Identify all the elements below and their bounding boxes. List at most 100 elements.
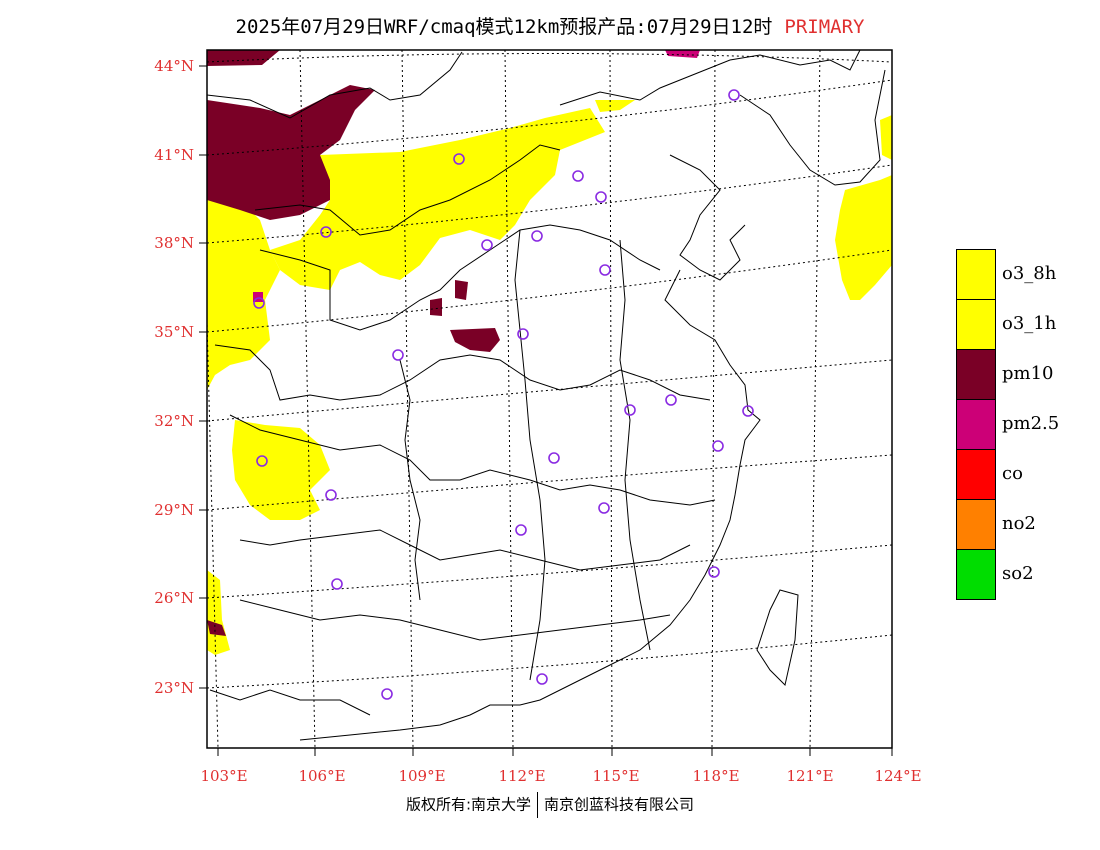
pm10-area-southwest (207, 620, 226, 636)
city-marker (331, 578, 343, 590)
city-marker (708, 566, 720, 578)
legend-item-o3-1h: o3_1h (956, 299, 1096, 350)
parallel-41 (207, 79, 892, 156)
city-marker (728, 89, 740, 101)
lat-label: 38°N (154, 234, 194, 252)
legend-swatch (956, 299, 996, 350)
footer-separator (537, 792, 539, 818)
copyright-footer: 版权所有:南京大学 南京创蓝科技有限公司 (0, 792, 1100, 818)
ozone-area-southwest (207, 570, 230, 655)
lon-label: 115°E (592, 767, 639, 785)
city-marker (481, 239, 493, 251)
parallel-35 (207, 249, 892, 333)
pm10-area-small-2 (455, 280, 468, 300)
city-marker (742, 405, 754, 417)
city-marker (253, 297, 265, 309)
lon-label: 109°E (398, 767, 445, 785)
lon-label: 112°E (498, 767, 545, 785)
pollution-overlay (207, 50, 892, 655)
legend-label: o3_1h (1002, 313, 1057, 334)
map-title: 2025年07月29日WRF/cmaq模式12km预报产品:07月29日12时 P… (0, 12, 1100, 39)
ozone-area-korea (835, 175, 892, 300)
pm10-area-top (207, 50, 280, 66)
legend-swatch (956, 399, 996, 450)
province-line-5 (239, 529, 691, 571)
copyright-right: 南京创蓝科技有限公司 (544, 795, 695, 814)
city-marker (531, 230, 543, 242)
lon-label: 118°E (692, 767, 739, 785)
city-marker (598, 502, 610, 514)
legend-label: no2 (1002, 513, 1036, 534)
lat-label: 41°N (154, 146, 194, 164)
legend-item-pm10: pm10 (956, 349, 1096, 400)
city-markers (253, 89, 754, 700)
parallel-23 (207, 634, 892, 689)
city-marker (624, 404, 636, 416)
legend-label: co (1002, 463, 1023, 484)
city-marker (599, 264, 611, 276)
province-line-2 (259, 224, 661, 331)
parallel-38 (207, 164, 892, 244)
legend-swatch (956, 549, 996, 600)
city-marker (712, 440, 724, 452)
parallel-26 (207, 544, 892, 599)
legend-item-pm25: pm2.5 (956, 399, 1096, 450)
ozone-area-beijing (595, 100, 635, 112)
lon-label: 121°E (786, 767, 833, 785)
border-northeast (559, 50, 861, 106)
city-marker (517, 328, 529, 340)
pollutant-legend: o3_8h o3_1h pm10 pm2.5 co no2 so2 (956, 249, 1096, 600)
lon-label: 124°E (874, 767, 921, 785)
city-marker (548, 452, 560, 464)
lon-label: 106°E (298, 767, 345, 785)
city-marker (595, 191, 607, 203)
ozone-area-north (270, 108, 605, 290)
pm10-area-central (450, 328, 500, 352)
province-line-6 (239, 599, 671, 641)
legend-label: pm2.5 (1002, 413, 1060, 434)
ozone-area-west (207, 195, 280, 390)
legend-label: pm10 (1002, 363, 1054, 384)
graticule (207, 50, 892, 748)
title-text: 2025年07月29日WRF/cmaq模式12km预报产品:07月29日12时 (235, 16, 773, 38)
primary-badge: PRIMARY (784, 16, 865, 38)
legend-item-co: co (956, 449, 1096, 500)
province-line-1 (254, 144, 561, 236)
city-marker (381, 688, 393, 700)
legend-item-so2: so2 (956, 549, 1096, 600)
lat-label: 23°N (154, 679, 194, 697)
city-marker (325, 489, 337, 501)
lat-label: 44°N (154, 57, 194, 75)
city-marker (453, 153, 465, 165)
meridian-121 (809, 50, 821, 748)
lat-label: 26°N (154, 589, 194, 607)
border-korea (739, 69, 886, 186)
legend-item-o3-8h: o3_8h (956, 249, 1096, 300)
map-frame (206, 49, 893, 749)
copyright-left: 版权所有:南京大学 (405, 795, 532, 814)
city-marker (536, 673, 548, 685)
meridian-103 (207, 302, 219, 748)
city-marker (256, 455, 268, 467)
city-marker (320, 226, 332, 238)
meridian-112 (504, 50, 514, 748)
lat-ticks (199, 65, 207, 689)
city-marker (572, 170, 584, 182)
lat-labels: 44°N 41°N 38°N 35°N 32°N 29°N 26°N 23°N (154, 57, 194, 697)
legend-swatch (956, 349, 996, 400)
ozone-area-northeast (880, 115, 892, 160)
legend-label: o3_8h (1002, 263, 1057, 284)
lat-label: 35°N (154, 323, 194, 341)
parallel-44 (207, 53, 892, 63)
border-mongolia (207, 51, 463, 119)
coast-taiwan (756, 589, 799, 686)
city-marker (515, 524, 527, 536)
pm25-area-top (665, 50, 700, 58)
meridian-115 (609, 50, 613, 748)
city-marker (665, 394, 677, 406)
legend-label: so2 (1002, 563, 1034, 584)
meridian-118 (711, 50, 716, 748)
ozone-area-sichuan (232, 420, 330, 520)
pm10-area-small (430, 298, 442, 316)
